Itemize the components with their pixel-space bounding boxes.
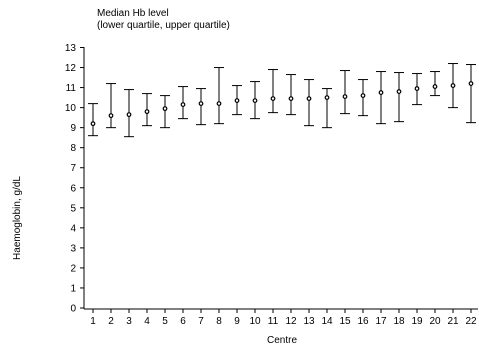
x-tick-label: 14: [321, 316, 333, 327]
y-tick-label: 0: [70, 304, 76, 315]
error-bar-centre-2: [106, 83, 116, 129]
y-tick-label: 5: [70, 203, 76, 214]
median-point: [360, 93, 366, 98]
error-bar-centre-21: [448, 63, 458, 109]
y-tick-label: 2: [70, 263, 76, 274]
x-tick-label: 3: [126, 316, 132, 327]
y-tick-label: 1: [70, 283, 76, 294]
y-tick-label: 13: [65, 43, 77, 54]
x-tick-label: 8: [216, 316, 222, 327]
x-tick-label: 1: [90, 316, 96, 327]
median-point: [198, 101, 204, 107]
error-bar-centre-19: [412, 73, 422, 106]
median-point: [144, 109, 150, 115]
x-tick-label: 15: [339, 316, 351, 327]
median-point: [108, 113, 114, 119]
x-tick-label: 4: [144, 316, 150, 327]
median-point: [90, 121, 96, 127]
y-tick-label: 9: [70, 123, 76, 134]
median-point: [396, 89, 402, 94]
median-point: [432, 84, 438, 89]
error-bar-centre-22: [466, 64, 476, 124]
x-tick-label: 5: [162, 316, 168, 327]
median-point: [162, 106, 168, 112]
median-point: [180, 102, 186, 108]
x-axis-ticks: 1 2 3 4 5 6 7 8 9 10 11 12 13 14 15 16 17 18 19 20 21 22: [90, 309, 477, 327]
y-tick-label: 4: [70, 223, 76, 234]
median-point: [306, 96, 312, 101]
y-axis-label: Haemoglobin, g/dL: [12, 176, 23, 260]
y-tick-label: 7: [70, 163, 76, 174]
median-point: [252, 98, 258, 104]
error-bar-centre-13: [304, 79, 314, 127]
x-tick-label: 13: [303, 316, 315, 327]
x-axis-label: Centre: [267, 335, 297, 346]
chart-subtitle: (lower quartile, upper quartile): [97, 20, 230, 31]
chart-title: Median Hb level: [97, 8, 169, 19]
error-bar-centre-18: [394, 72, 404, 123]
error-bar-centre-4: [142, 93, 152, 127]
median-point: [468, 81, 474, 86]
median-point: [234, 98, 240, 104]
x-tick-label: 10: [249, 316, 261, 327]
error-bar-centre-1: [88, 103, 98, 137]
error-bar-centre-7: [196, 88, 206, 126]
x-tick-label: 12: [285, 316, 297, 327]
x-tick-label: 22: [465, 316, 477, 327]
y-tick-label: 12: [65, 63, 77, 74]
x-tick-label: 16: [357, 316, 369, 327]
y-tick-label: 6: [70, 183, 76, 194]
x-tick-label: 20: [429, 316, 441, 327]
error-bar-centre-16: [358, 79, 368, 117]
error-bar-centre-9: [232, 85, 242, 116]
median-point: [450, 83, 456, 88]
error-bar-centre-17: [376, 71, 386, 125]
median-point: [342, 94, 348, 99]
y-tick-label: 10: [65, 103, 77, 114]
median-point: [216, 101, 222, 107]
x-tick-label: 2: [108, 316, 114, 327]
x-tick-label: 21: [447, 316, 459, 327]
median-point: [324, 95, 330, 100]
median-point: [270, 96, 276, 101]
median-point: [414, 86, 420, 91]
error-bar-centre-20: [430, 71, 440, 97]
y-tick-label: 3: [70, 243, 76, 254]
median-point: [288, 96, 294, 101]
error-bar-centre-14: [322, 88, 332, 129]
error-bar-centre-8: [214, 67, 224, 125]
error-bar-centre-5: [160, 95, 170, 129]
x-tick-label: 7: [198, 316, 204, 327]
error-bar-centre-10: [250, 81, 260, 120]
x-tick-label: 18: [393, 316, 405, 327]
y-tick-label: 8: [70, 143, 76, 154]
error-bar-series: [88, 63, 476, 138]
error-bar-centre-11: [268, 69, 278, 114]
median-point: [126, 112, 132, 118]
median-point: [378, 90, 384, 95]
y-tick-label: 11: [66, 83, 77, 94]
error-bar-centre-15: [340, 70, 350, 115]
error-bar-centre-6: [178, 86, 188, 120]
x-tick-label: 9: [234, 316, 240, 327]
x-tick-label: 6: [180, 316, 186, 327]
x-tick-label: 11: [268, 316, 279, 327]
x-tick-label: 19: [411, 316, 423, 327]
x-tick-label: 17: [375, 316, 387, 327]
error-bar-centre-3: [124, 89, 134, 138]
error-bar-centre-12: [286, 74, 296, 116]
